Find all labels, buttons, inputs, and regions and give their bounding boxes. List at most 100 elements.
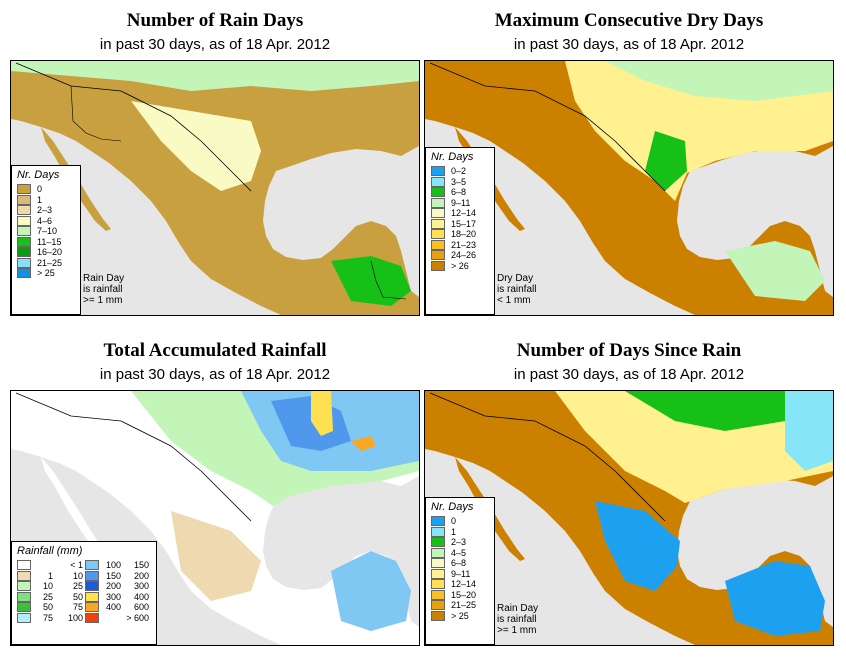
map-canvas: [425, 391, 833, 645]
legend-label: 16–20: [37, 247, 63, 258]
legend-swatch: [431, 547, 445, 558]
legend-range-low: 1: [47, 570, 53, 581]
legend-item: 24–26: [431, 250, 490, 261]
legend-label: 18–20: [451, 229, 477, 240]
legend-swatch: [431, 600, 445, 611]
legend-range-low: 75: [42, 612, 53, 623]
legend-label: 4–5: [451, 547, 467, 558]
legend-label: 0: [451, 516, 457, 527]
legend-swatch: [17, 612, 31, 623]
panel-since-rain: Number of Days Since Rain in past 30 day…: [424, 330, 834, 650]
legend: Nr. Days 0 1 2–3 4–6 7–10 11–15 16–20 21–25 > 25: [11, 165, 81, 315]
panel-title: Total Accumulated Rainfall: [103, 340, 327, 361]
legend-item: 0: [17, 184, 76, 195]
legend-item: 0: [431, 516, 490, 527]
legend-range-low: 400: [105, 602, 121, 613]
legend-swatch: [431, 208, 445, 219]
legend-swatch: [431, 187, 445, 198]
legend-swatch: [17, 215, 31, 226]
legend-label: > 25: [37, 268, 55, 279]
legend-range-high: 600: [133, 602, 149, 613]
legend-swatch: [431, 526, 445, 537]
legend-item: 16–20: [17, 247, 76, 258]
legend-label: 15–20: [451, 589, 477, 600]
legend-label: 21–23: [451, 239, 477, 250]
legend-label: > 26: [451, 260, 469, 271]
panel-subtitle: in past 30 days, as of 18 Apr. 2012: [99, 36, 331, 53]
legend-item: 1: [17, 194, 76, 206]
legend-swatch: [17, 268, 31, 279]
legend-label: 2–3: [37, 205, 53, 216]
panel-subtitle: in past 30 days, as of 18 Apr. 2012: [99, 366, 331, 383]
legend-label: 9–11: [451, 197, 471, 208]
legend-swatch: [85, 581, 99, 592]
legend-label: 6–8: [451, 187, 467, 198]
legend-label: 24–26: [451, 250, 477, 261]
legend-swatch: [431, 260, 445, 271]
panel-subtitle: in past 30 days, as of 18 Apr. 2012: [513, 36, 745, 53]
legend-swatch: [85, 602, 99, 613]
legend-swatch: [17, 226, 31, 237]
legend: Nr. Days 0 1 2–3 4–5 6–8 9–11 12–14 15–20 21–25 >…: [425, 497, 495, 645]
legend-swatch: [431, 516, 445, 527]
legend-title: Nr. Days: [17, 169, 60, 181]
legend-swatch: [17, 205, 31, 216]
legend-label: 21–25: [451, 600, 477, 611]
legend-swatch: [431, 579, 445, 590]
legend-item: 15–20: [431, 589, 490, 601]
legend-swatch: [431, 537, 445, 548]
legend-item: 9–11: [431, 197, 490, 209]
definition-note: Dry Day is rainfall < 1 mm: [497, 273, 537, 306]
legend-swatch: [431, 589, 445, 600]
legend-range-high: 400: [133, 591, 149, 602]
legend-label: 21–25: [37, 257, 63, 268]
legend-range-high: > 600: [126, 612, 149, 623]
legend-range-low: 200: [105, 581, 121, 592]
panel-title: Maximum Consecutive Dry Days: [494, 10, 764, 31]
legend-item: 21–23: [431, 239, 490, 251]
legend-item: 6–8: [431, 187, 490, 198]
legend-item: > 26: [431, 260, 490, 272]
legend-swatch: [85, 570, 99, 581]
panel-title: Number of Rain Days: [126, 10, 304, 31]
legend-range-low: 300: [105, 591, 121, 602]
legend-item: 6–8: [431, 558, 490, 569]
legend-swatch: [431, 229, 445, 240]
legend-swatch: [17, 570, 31, 581]
map-dry-days: Nr. Days 0–2 3–5 6–8 9–11 12–14 15–17 18–20 21–…: [424, 60, 834, 316]
legend-swatch: [431, 250, 445, 261]
legend-item: 21–25: [431, 600, 490, 611]
legend-range-low: 150: [105, 570, 121, 581]
legend-label: 12–14: [451, 579, 477, 590]
legend-item: 7–10: [17, 226, 76, 237]
legend-label: 3–5: [451, 176, 467, 187]
legend-item: 3–5: [431, 176, 490, 188]
legend-title: Rainfall (mm): [17, 545, 83, 557]
legend-item: 2–3: [17, 205, 76, 216]
panel-title: Number of Days Since Rain: [516, 340, 742, 361]
legend-range-low: 50: [42, 602, 53, 613]
legend-item: 2–3: [431, 537, 490, 548]
legend-title: Nr. Days: [431, 501, 474, 513]
legend-range-low: 25: [42, 591, 53, 602]
legend-item: 15–17: [431, 218, 490, 230]
legend-range-high: 200: [133, 570, 149, 581]
legend-swatch: [431, 197, 445, 208]
panel-dry-days: Maximum Consecutive Dry Days in past 30 …: [424, 0, 834, 320]
legend-swatch: [17, 581, 31, 592]
legend-item: 18–20: [431, 229, 490, 240]
legend-item: 0–2: [431, 166, 490, 177]
legend-title: Nr. Days: [431, 151, 474, 163]
legend-swatch: [85, 560, 99, 571]
legend-label: 1: [37, 194, 43, 205]
legend-swatch: [431, 176, 445, 187]
legend-swatch: [17, 591, 31, 602]
legend-item: 9–11: [431, 568, 490, 580]
map-rain-days: Nr. Days 0 1 2–3 4–6 7–10 11–15 16–20 21–25 > 25…: [10, 60, 420, 316]
legend-range-high: 150: [133, 560, 149, 571]
legend-range-high: 10: [72, 570, 83, 581]
legend-item: 11–15: [17, 236, 76, 248]
legend-item: 12–14: [431, 208, 490, 219]
legend-label: 11–15: [37, 236, 62, 247]
legend-range-low: 10: [42, 581, 53, 592]
